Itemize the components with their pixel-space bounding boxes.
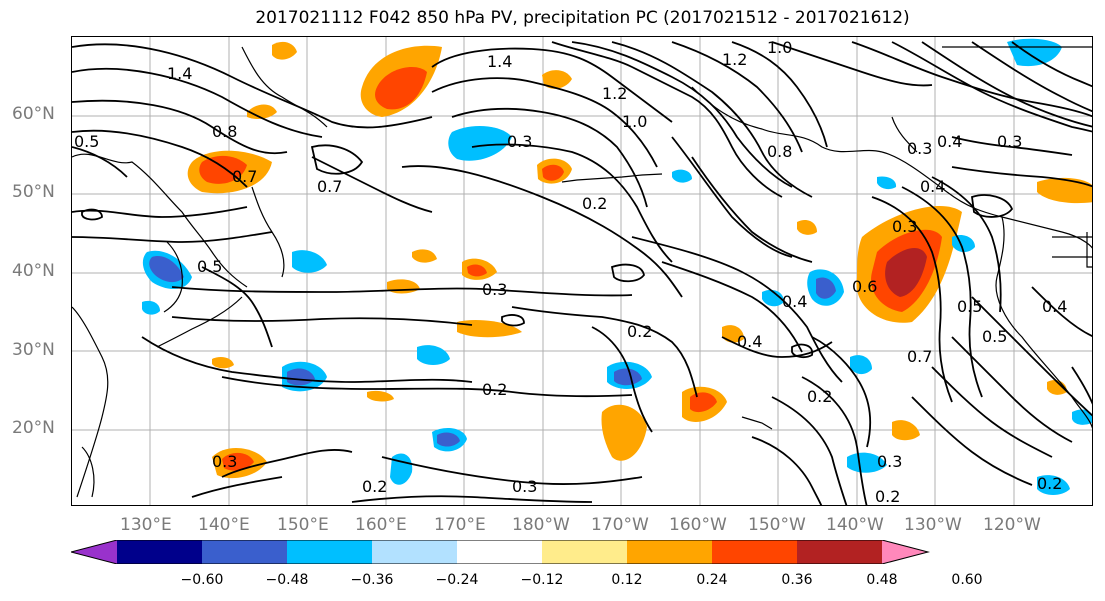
contour-label: 0.3	[907, 139, 932, 158]
contour-label: 1.4	[167, 64, 192, 83]
colorbar-outline	[71, 540, 930, 564]
contour-label: 0.8	[212, 122, 237, 141]
lon-label-180w: 180°W	[512, 515, 570, 535]
contour-label: 0.5	[957, 297, 982, 316]
lon-label-140w: 140°W	[826, 515, 884, 535]
colorbar-tick-label: 0.48	[866, 572, 898, 588]
colorbar-tick-label: −0.24	[435, 572, 479, 588]
colorbar-segment	[202, 540, 287, 564]
lon-label-130e: 130°E	[120, 515, 172, 535]
colorbar-segment	[117, 540, 202, 564]
contour-label: 0.3	[877, 452, 902, 471]
colorbar-segment	[372, 540, 457, 564]
contour-label: 0.3	[212, 452, 237, 471]
lon-label-130w: 130°W	[904, 515, 962, 535]
map-svg: 1.4 1.4 1.2 1.0 0.3 0.8 0.7 0.7 0.2 0.3 …	[72, 37, 1092, 506]
contour-label: 0.7	[317, 177, 342, 196]
contour-label: 0.3	[892, 217, 917, 236]
colorbar	[71, 540, 930, 564]
contour-label: 0.2	[875, 487, 900, 506]
contour-label: 0.2	[582, 194, 607, 213]
contour-label: 0.2	[482, 380, 507, 399]
colorbar-segment	[797, 540, 882, 564]
colorbar-tick-label: 0.36	[781, 572, 813, 588]
contour-label: 0.2	[362, 477, 387, 496]
lat-label-40n: 40°N	[12, 261, 55, 281]
colorbar-tick-label: −0.60	[180, 572, 224, 588]
contour-label: 0.2	[807, 387, 832, 406]
colorbar-tick-label: −0.36	[350, 572, 394, 588]
contour-label: 0.3	[507, 132, 532, 151]
contour-label: 0.5	[982, 327, 1007, 346]
lon-label-150e: 150°E	[277, 515, 329, 535]
map-panel: 1.4 1.4 1.2 1.0 0.3 0.8 0.7 0.7 0.2 0.3 …	[71, 36, 1093, 506]
contour-label: 0.3	[482, 280, 507, 299]
lat-label-30n: 30°N	[12, 340, 55, 360]
contour-label: 0.4	[920, 177, 945, 196]
colorbar-segment	[287, 540, 372, 564]
contour-label: 0.8	[767, 142, 792, 161]
colorbar-segment	[627, 540, 712, 564]
contour-label: 1.4	[487, 52, 512, 71]
colorbar-segment	[542, 540, 627, 564]
contour-label: 0.7	[907, 347, 932, 366]
contour-label: 1.2	[722, 50, 747, 69]
precip-anomaly-shading	[142, 38, 1092, 495]
lon-label-160w: 160°W	[669, 515, 727, 535]
contour-label: 0.7	[232, 167, 257, 186]
contour-label: 1.2	[602, 84, 627, 103]
colorbar-tick-label: −0.12	[520, 572, 564, 588]
colorbar-segment	[712, 540, 797, 564]
contour-label: 0.2	[627, 322, 652, 341]
contour-label: 0.3	[512, 477, 537, 496]
contour-label: 1.0	[767, 38, 792, 57]
lon-label-170w: 170°W	[591, 515, 649, 535]
colorbar-tick-label: 0.24	[696, 572, 728, 588]
contour-label: 0.2	[1037, 474, 1062, 493]
colorbar-segments	[71, 540, 930, 564]
lat-label-50n: 50°N	[12, 182, 55, 202]
coastlines	[72, 46, 1092, 498]
colorbar-tick-label: −0.48	[265, 572, 309, 588]
contour-labels: 1.4 1.4 1.2 1.0 0.3 0.8 0.7 0.7 0.2 0.3 …	[74, 38, 1067, 506]
contour-label: 0.4	[1042, 297, 1067, 316]
lon-label-160e: 160°E	[355, 515, 407, 535]
lon-label-170e: 170°E	[434, 515, 486, 535]
contour-label: 0.4	[737, 332, 762, 351]
lon-label-120w: 120°W	[983, 515, 1041, 535]
lat-label-20n: 20°N	[12, 418, 55, 438]
lon-label-140e: 140°E	[198, 515, 250, 535]
colorbar-segment	[71, 540, 117, 564]
contour-label: 0.5	[74, 132, 99, 151]
figure-title: 2017021112 F042 850 hPa PV, precipitatio…	[255, 8, 910, 28]
contour-label: 1.0	[622, 112, 647, 131]
colorbar-segment	[457, 540, 542, 564]
colorbar-tick-label: 0.60	[951, 572, 983, 588]
contour-label: 0.4	[937, 132, 962, 151]
graticule	[72, 37, 1092, 505]
lon-label-150w: 150°W	[748, 515, 806, 535]
contour-label: 0.4	[782, 292, 807, 311]
contour-label: 0.6	[852, 277, 877, 296]
colorbar-segment	[882, 540, 928, 564]
lat-label-60n: 60°N	[12, 104, 55, 124]
pv-contours	[72, 41, 1092, 505]
colorbar-tick-label: 0.12	[611, 572, 643, 588]
contour-label: 0.3	[997, 132, 1022, 151]
contour-label: 0.5	[197, 257, 222, 276]
